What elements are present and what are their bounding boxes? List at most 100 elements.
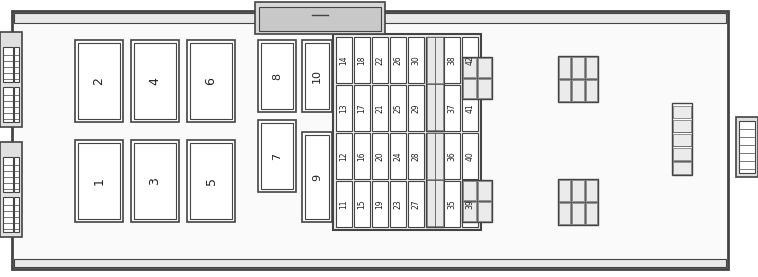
Bar bbox=[3, 197, 13, 232]
Bar bbox=[462, 85, 478, 131]
Bar bbox=[739, 121, 755, 173]
Text: 15: 15 bbox=[358, 199, 367, 209]
Bar bbox=[372, 133, 388, 179]
Bar bbox=[426, 37, 444, 131]
Bar bbox=[427, 37, 435, 83]
Text: 40: 40 bbox=[465, 151, 475, 161]
Bar bbox=[390, 181, 406, 227]
Bar bbox=[305, 135, 329, 219]
Text: 16: 16 bbox=[358, 151, 367, 161]
Bar bbox=[3, 87, 13, 122]
Bar bbox=[131, 140, 179, 222]
Bar bbox=[354, 37, 370, 83]
Bar bbox=[336, 133, 352, 179]
Bar bbox=[558, 179, 598, 225]
Bar bbox=[78, 143, 120, 219]
Bar bbox=[131, 40, 179, 122]
Bar bbox=[435, 37, 443, 83]
Text: 36: 36 bbox=[447, 151, 456, 161]
Bar bbox=[259, 7, 381, 31]
Text: 11: 11 bbox=[340, 199, 349, 209]
Bar bbox=[14, 157, 19, 192]
Text: 35: 35 bbox=[447, 199, 456, 209]
Text: 1: 1 bbox=[92, 177, 105, 185]
Bar bbox=[354, 85, 370, 131]
Bar bbox=[190, 43, 232, 119]
Bar bbox=[261, 43, 293, 109]
Bar bbox=[586, 57, 597, 78]
Bar bbox=[408, 37, 424, 83]
Bar bbox=[435, 180, 443, 226]
Bar bbox=[78, 43, 120, 119]
Bar bbox=[462, 37, 478, 83]
Text: 39: 39 bbox=[465, 199, 475, 209]
Bar bbox=[372, 181, 388, 227]
Bar bbox=[463, 202, 476, 221]
Bar bbox=[305, 43, 329, 109]
Bar bbox=[478, 58, 491, 77]
Bar bbox=[408, 133, 424, 179]
Text: 37: 37 bbox=[447, 103, 456, 113]
Bar bbox=[736, 117, 758, 177]
Bar bbox=[673, 148, 691, 160]
Bar bbox=[333, 34, 481, 230]
Text: 29: 29 bbox=[412, 103, 421, 113]
Bar bbox=[444, 181, 460, 227]
Text: 21: 21 bbox=[375, 103, 384, 113]
Bar bbox=[0, 32, 22, 127]
Bar bbox=[255, 2, 385, 34]
Bar bbox=[673, 106, 691, 118]
Bar bbox=[673, 162, 691, 174]
Bar bbox=[14, 87, 19, 122]
Bar bbox=[390, 85, 406, 131]
Bar bbox=[14, 13, 726, 23]
Bar bbox=[435, 84, 443, 130]
Text: 23: 23 bbox=[393, 199, 402, 209]
Bar bbox=[354, 133, 370, 179]
Text: 19: 19 bbox=[375, 199, 384, 209]
Bar bbox=[3, 157, 13, 192]
Bar bbox=[673, 120, 691, 132]
Bar bbox=[75, 40, 123, 122]
Text: 26: 26 bbox=[393, 55, 402, 65]
Bar bbox=[478, 181, 491, 200]
Bar bbox=[463, 79, 476, 98]
Bar bbox=[427, 84, 435, 130]
Text: 6: 6 bbox=[205, 77, 218, 85]
Bar bbox=[572, 203, 584, 224]
Text: 4: 4 bbox=[149, 77, 161, 85]
Bar bbox=[463, 181, 476, 200]
Text: 13: 13 bbox=[340, 103, 349, 113]
Text: 9: 9 bbox=[312, 173, 322, 181]
Bar bbox=[336, 37, 352, 83]
Text: 12: 12 bbox=[340, 151, 349, 161]
Bar bbox=[0, 142, 22, 237]
Bar bbox=[258, 120, 296, 192]
Bar bbox=[559, 180, 570, 201]
Bar bbox=[572, 180, 584, 201]
Bar bbox=[354, 181, 370, 227]
Bar bbox=[427, 133, 435, 179]
Bar bbox=[572, 57, 584, 78]
Text: 14: 14 bbox=[340, 55, 349, 65]
Text: 25: 25 bbox=[393, 103, 402, 113]
Bar bbox=[134, 143, 176, 219]
Text: 2: 2 bbox=[92, 77, 105, 85]
Bar bbox=[408, 181, 424, 227]
Bar bbox=[187, 40, 235, 122]
Bar bbox=[75, 140, 123, 222]
Bar bbox=[444, 133, 460, 179]
Text: 3: 3 bbox=[149, 177, 161, 185]
Bar bbox=[586, 80, 597, 101]
Bar bbox=[14, 47, 19, 82]
Bar bbox=[672, 103, 692, 175]
Text: 22: 22 bbox=[375, 55, 384, 65]
Bar bbox=[408, 85, 424, 131]
Bar bbox=[435, 133, 443, 179]
Bar bbox=[3, 47, 13, 82]
Text: 27: 27 bbox=[412, 199, 421, 209]
Bar bbox=[462, 181, 478, 227]
Bar bbox=[586, 203, 597, 224]
Text: 28: 28 bbox=[412, 151, 421, 161]
Text: 41: 41 bbox=[465, 103, 475, 113]
